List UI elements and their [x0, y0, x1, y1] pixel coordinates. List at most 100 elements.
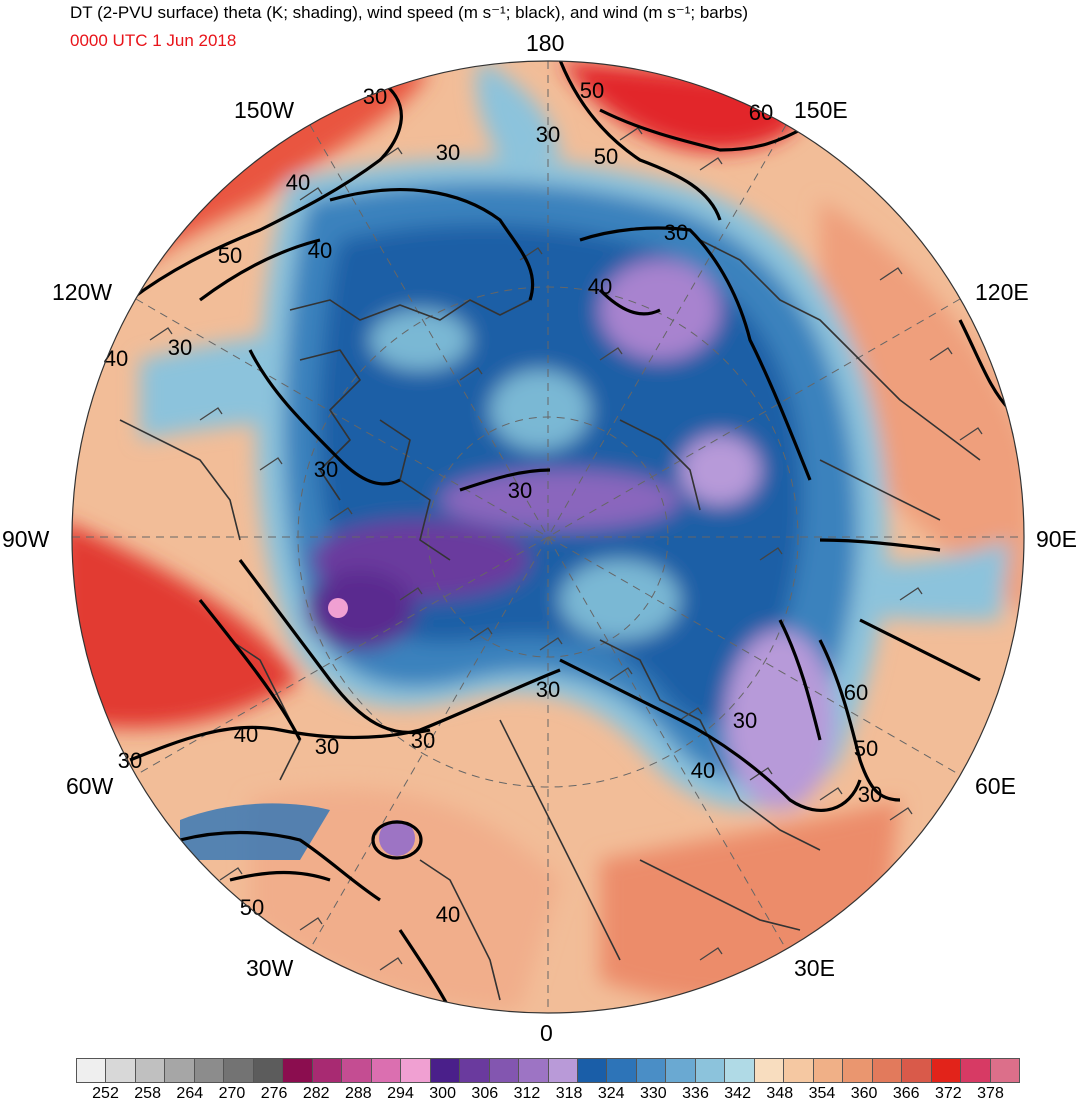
colorbar-tick-label: 342	[724, 1085, 751, 1102]
lon-label-180: 180	[526, 30, 565, 56]
colorbar-tick-label: 318	[555, 1085, 583, 1102]
lon-label-150w: 150W	[234, 97, 295, 123]
colorbar-box	[725, 1059, 755, 1082]
colorbar-box	[666, 1059, 696, 1082]
isotach-label: 50	[218, 243, 242, 268]
colorbar-tick-label: 306	[471, 1085, 499, 1102]
isotach-label: 40	[691, 758, 715, 783]
isotach-label: 30	[536, 677, 560, 702]
colorbar-box	[902, 1059, 932, 1082]
colorbar-tick-label: 366	[892, 1085, 920, 1102]
colorbar-tick-label: 252	[92, 1085, 119, 1102]
colorbar-box	[106, 1059, 136, 1082]
colorbar-box	[253, 1059, 284, 1082]
lon-label-60w: 60W	[66, 773, 114, 799]
colorbar-box	[342, 1059, 372, 1082]
colorbar-tick-label: 276	[260, 1085, 288, 1102]
isotach-label: 30	[315, 734, 339, 759]
colorbar-box	[77, 1059, 107, 1082]
isotach-label: 30	[508, 478, 532, 503]
theta-shading	[72, 61, 1024, 1013]
colorbar-box	[224, 1059, 254, 1082]
lon-label-90e: 90E	[1036, 526, 1077, 552]
isotach-label: 40	[234, 722, 258, 747]
isotach-label: 30	[733, 708, 757, 733]
colorbar-box	[430, 1059, 461, 1082]
colorbar-ticks: 252 258 264 270 276 282 288 294 300 306 312 318 324 3…	[76, 1085, 1020, 1105]
wind-barbs	[149, 127, 983, 971]
isotach-label: 40	[436, 902, 460, 927]
colorbar-box	[460, 1059, 490, 1082]
lon-label-90w: 90W	[2, 526, 50, 552]
isotach-label: 50	[580, 78, 604, 103]
colorbar-tick-label: 312	[513, 1085, 541, 1102]
isotach-label: 30	[314, 457, 338, 482]
isotach-label: 50	[594, 144, 618, 169]
colorbar-box	[813, 1059, 844, 1082]
colorbar-tick-label: 258	[134, 1085, 161, 1102]
colorbar-box	[961, 1059, 991, 1082]
colorbar-tick-label: 282	[302, 1085, 330, 1102]
coastlines	[119, 239, 981, 1001]
colorbar-box	[695, 1059, 726, 1082]
colorbar-tick-label: 336	[682, 1085, 709, 1102]
colorbar-box	[548, 1059, 578, 1082]
isotach-label: 40	[104, 346, 128, 371]
lon-label-120w: 120W	[52, 279, 113, 305]
isotach-label: 60	[749, 100, 773, 125]
isotach-label: 60	[844, 680, 868, 705]
colorbar-box	[577, 1059, 608, 1082]
colorbar-box	[135, 1059, 166, 1082]
isotach-label: 30	[118, 748, 142, 773]
colorbar-tick-label: 288	[344, 1085, 372, 1102]
theta-colorbar	[76, 1058, 1020, 1083]
isotach-label: 30	[168, 335, 192, 360]
colorbar-box	[931, 1059, 962, 1082]
isotach-label: 30	[858, 782, 882, 807]
isotach-label: 30	[436, 140, 460, 165]
isotach-labels: 30 30 30 30 30 30 30 30 30 30 30 30 30 4…	[104, 78, 882, 927]
colorbar-tick-label: 378	[977, 1085, 1004, 1102]
polar-map: 30 30 30 30 30 30 30 30 30 30 30 30 30 4…	[71, 60, 1025, 1014]
colorbar-box	[194, 1059, 225, 1082]
colorbar-box	[636, 1059, 667, 1082]
colorbar-tick-label: 354	[808, 1085, 836, 1102]
map-boundary	[71, 60, 1025, 1014]
colorbar-box	[165, 1059, 195, 1082]
colorbar-box	[371, 1059, 402, 1082]
colorbar-box	[754, 1059, 785, 1082]
isotach-label: 40	[308, 238, 332, 263]
colorbar-box	[283, 1059, 313, 1082]
isotachs	[129, 61, 1012, 1011]
colorbar-box	[401, 1059, 431, 1082]
isotach-label: 50	[854, 736, 878, 761]
colorbar-tick-label: 264	[176, 1085, 204, 1102]
colorbar-tick-label: 324	[597, 1085, 625, 1102]
colorbar-box	[519, 1059, 549, 1082]
isotach-label: 30	[664, 220, 688, 245]
colorbar-box	[872, 1059, 903, 1082]
map-title: DT (2-PVU surface) theta (K; shading), w…	[70, 3, 749, 22]
colorbar-box	[312, 1059, 343, 1082]
isotach-label: 40	[588, 274, 612, 299]
isotach-label: 40	[286, 170, 310, 195]
colorbar-tick-label: 330	[639, 1085, 667, 1102]
colorbar-tick-label: 372	[934, 1085, 962, 1102]
colorbar-box	[607, 1059, 637, 1082]
graticule	[72, 61, 1024, 1013]
colorbar-box	[990, 1059, 1019, 1082]
colorbar-box	[489, 1059, 520, 1082]
lon-label-30e: 30E	[794, 955, 835, 981]
colorbar-tick-label: 300	[429, 1085, 456, 1102]
lon-label-150e: 150E	[794, 97, 848, 123]
colorbar-tick-label: 270	[218, 1085, 246, 1102]
colorbar-box	[784, 1059, 814, 1082]
colorbar-box	[843, 1059, 873, 1082]
colorbar-tick-label: 360	[850, 1085, 878, 1102]
lon-label-30w: 30W	[246, 955, 294, 981]
colorbar-tick-label: 294	[387, 1085, 414, 1102]
lon-label-0: 0	[540, 1020, 553, 1046]
colorbar-tick-label: 348	[766, 1085, 794, 1102]
lon-label-60e: 60E	[975, 773, 1016, 799]
valid-time-label: 0000 UTC 1 Jun 2018	[70, 31, 237, 50]
